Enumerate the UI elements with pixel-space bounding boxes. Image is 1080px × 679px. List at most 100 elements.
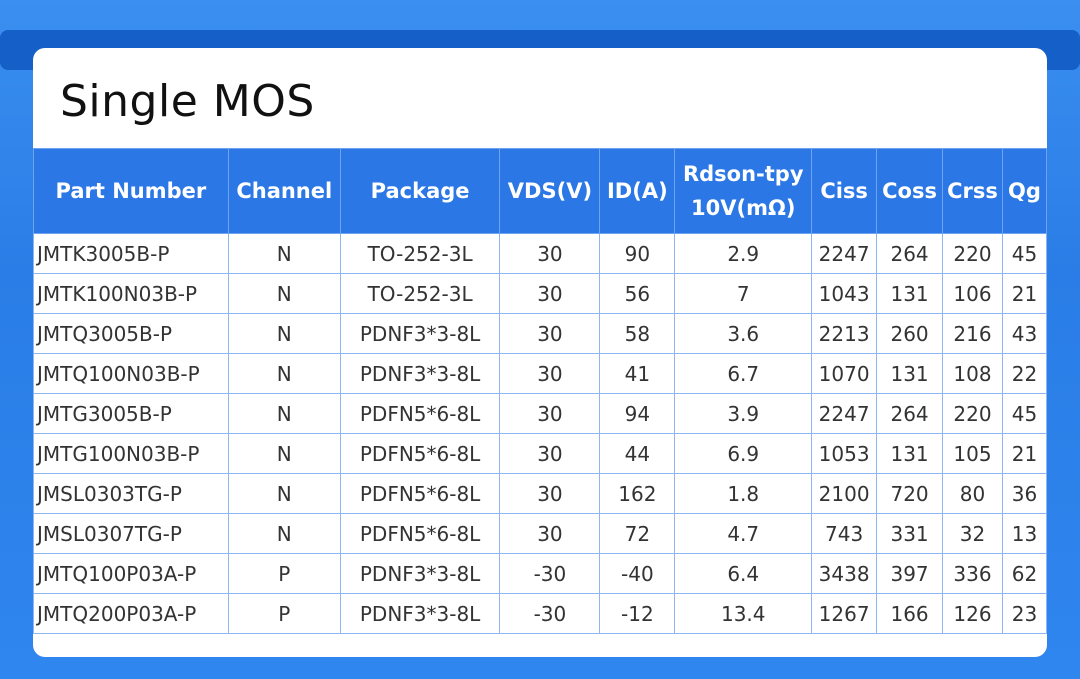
table-row: JMTQ3005B-P N PDNF3*3-8L 30 58 3.6 2213 260 216 4… xyxy=(33,313,1047,354)
table-cell: JMTK100N03B-P xyxy=(33,273,229,314)
table-cell: 720 xyxy=(876,473,944,514)
page-title: Single MOS xyxy=(60,76,315,127)
table-cell: 2247 xyxy=(811,393,878,434)
table-cell: N xyxy=(227,433,341,474)
table-cell: N xyxy=(227,353,341,394)
table-row: JMTG3005B-P N PDFN5*6-8L 30 94 3.9 2247 264 220 4… xyxy=(33,393,1047,434)
table-cell: 72 xyxy=(599,513,676,554)
table-cell: 106 xyxy=(942,273,1003,314)
table-cell: JMTQ100P03A-P xyxy=(33,553,229,594)
table-cell: TO-252-3L xyxy=(339,273,501,314)
table-cell: -40 xyxy=(599,553,676,594)
table-cell: 94 xyxy=(599,393,676,434)
table-cell: 397 xyxy=(876,553,944,594)
product-card: Single MOS Part Number Channel Package VDS(… xyxy=(33,48,1047,657)
table-cell: TO-252-3L xyxy=(339,233,501,274)
column-header: Rdson-tpy 10V(mΩ) xyxy=(674,148,813,234)
table-cell: 264 xyxy=(876,233,944,274)
table-cell: 7 xyxy=(674,273,813,314)
table-cell: 166 xyxy=(876,593,944,634)
table-cell: 30 xyxy=(499,313,601,354)
table-row: JMSL0307TG-P N PDFN5*6-8L 30 72 4.7 743 331 32 13 xyxy=(33,513,1047,554)
table-cell: 45 xyxy=(1002,233,1047,274)
table-cell: JMTQ200P03A-P xyxy=(33,593,229,634)
table-cell: 216 xyxy=(942,313,1003,354)
table-cell: 6.4 xyxy=(674,553,813,594)
table-cell: 6.7 xyxy=(674,353,813,394)
table-cell: 32 xyxy=(942,513,1003,554)
table-cell: 131 xyxy=(876,273,944,314)
table-cell: PDFN5*6-8L xyxy=(339,513,501,554)
table-cell: 2247 xyxy=(811,233,878,274)
table-cell: 6.9 xyxy=(674,433,813,474)
table-cell: 131 xyxy=(876,433,944,474)
table-cell: 80 xyxy=(942,473,1003,514)
table-row: JMTQ100N03B-P N PDNF3*3-8L 30 41 6.7 1070 131 10… xyxy=(33,353,1047,394)
table-cell: 131 xyxy=(876,353,944,394)
table-cell: 30 xyxy=(499,513,601,554)
table-cell: 2.9 xyxy=(674,233,813,274)
table-cell: 1267 xyxy=(811,593,878,634)
table-cell: PDFN5*6-8L xyxy=(339,473,501,514)
column-header: Ciss xyxy=(811,148,878,234)
table-cell: 220 xyxy=(942,233,1003,274)
table-row: JMTG100N03B-P N PDFN5*6-8L 30 44 6.9 1053 131 10… xyxy=(33,433,1047,474)
table-cell: 260 xyxy=(876,313,944,354)
table-row: JMTQ200P03A-P P PDNF3*3-8L -30 -12 13.4 1267 16… xyxy=(33,593,1047,634)
table-cell: -30 xyxy=(499,593,601,634)
table-cell: PDFN5*6-8L xyxy=(339,433,501,474)
table-cell: PDNF3*3-8L xyxy=(339,313,501,354)
table-cell: 126 xyxy=(942,593,1003,634)
table-cell: JMTG100N03B-P xyxy=(33,433,229,474)
table-cell: 331 xyxy=(876,513,944,554)
table-cell: 220 xyxy=(942,393,1003,434)
table-cell: 30 xyxy=(499,473,601,514)
table-cell: 1053 xyxy=(811,433,878,474)
table-cell: 1070 xyxy=(811,353,878,394)
table-cell: 743 xyxy=(811,513,878,554)
table-cell: PDFN5*6-8L xyxy=(339,393,501,434)
table-cell: 62 xyxy=(1002,553,1047,594)
table-row: JMSL0303TG-P N PDFN5*6-8L 30 162 1.8 2100 720 80… xyxy=(33,473,1047,514)
column-header: Channel xyxy=(227,148,341,234)
table-cell: 44 xyxy=(599,433,676,474)
column-header: Package xyxy=(339,148,501,234)
table-cell: 23 xyxy=(1002,593,1047,634)
column-header: Coss xyxy=(876,148,944,234)
table-cell: 3.9 xyxy=(674,393,813,434)
table-cell: 30 xyxy=(499,433,601,474)
table-cell: 21 xyxy=(1002,273,1047,314)
table-cell: 108 xyxy=(942,353,1003,394)
table-cell: -12 xyxy=(599,593,676,634)
table-cell: JMSL0307TG-P xyxy=(33,513,229,554)
column-header: ID(A) xyxy=(599,148,676,234)
table-cell: 4.7 xyxy=(674,513,813,554)
table-cell: PDNF3*3-8L xyxy=(339,593,501,634)
table-cell: 30 xyxy=(499,233,601,274)
table-row: JMTQ100P03A-P P PDNF3*3-8L -30 -40 6.4 3438 397… xyxy=(33,553,1047,594)
table-cell: 30 xyxy=(499,393,601,434)
table-cell: N xyxy=(227,233,341,274)
table-cell: JMTG3005B-P xyxy=(33,393,229,434)
table-cell: N xyxy=(227,513,341,554)
table-cell: JMTQ100N03B-P xyxy=(33,353,229,394)
table-cell: 264 xyxy=(876,393,944,434)
table-cell: 1043 xyxy=(811,273,878,314)
table-cell: 30 xyxy=(499,273,601,314)
table-cell: 2213 xyxy=(811,313,878,354)
table-cell: 336 xyxy=(942,553,1003,594)
table-cell: 3.6 xyxy=(674,313,813,354)
table-cell: 30 xyxy=(499,353,601,394)
table-cell: 90 xyxy=(599,233,676,274)
column-header: Qg xyxy=(1002,148,1047,234)
table-cell: P xyxy=(227,593,341,634)
table-cell: P xyxy=(227,553,341,594)
table-cell: 3438 xyxy=(811,553,878,594)
table-cell: 58 xyxy=(599,313,676,354)
table-cell: N xyxy=(227,273,341,314)
table-cell: 105 xyxy=(942,433,1003,474)
table-cell: PDNF3*3-8L xyxy=(339,353,501,394)
column-header: VDS(V) xyxy=(499,148,601,234)
table-cell: N xyxy=(227,313,341,354)
table-cell: -30 xyxy=(499,553,601,594)
